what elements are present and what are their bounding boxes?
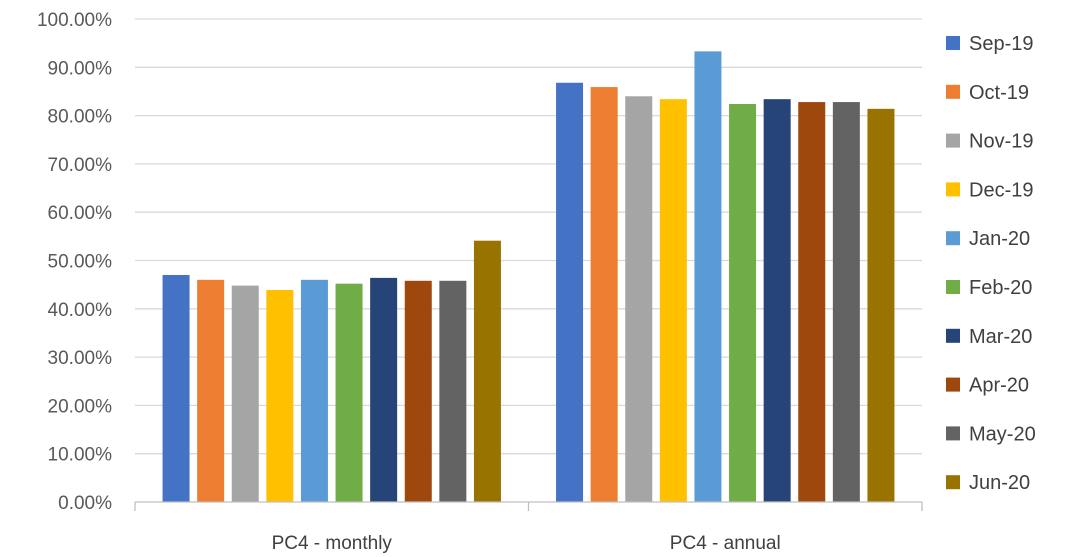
bar-oct-19	[590, 87, 618, 502]
legend-swatch	[946, 377, 960, 392]
legend-swatch	[946, 475, 960, 490]
bars	[162, 51, 895, 503]
y-tick-label: 80.00%	[48, 107, 113, 128]
bar-apr-20	[404, 280, 432, 502]
bar-jun-20	[473, 240, 501, 502]
legend-swatch	[946, 182, 960, 197]
legend-label: Feb-20	[969, 277, 1032, 299]
legend-swatch	[946, 328, 960, 343]
bar-dec-19	[266, 289, 294, 502]
bar-oct-19	[197, 279, 225, 502]
legend-swatch	[946, 84, 960, 99]
legend: Sep-19 Oct-19 Nov-19 Dec-19 Jan-20 Feb-20 Mar-…	[946, 33, 1036, 494]
legend-label: Apr-20	[969, 375, 1029, 397]
bar-may-20	[832, 102, 860, 503]
legend-swatch	[946, 231, 960, 246]
bar-apr-20	[798, 102, 826, 503]
bar-jan-20	[694, 51, 722, 503]
y-tick-label: 30.00%	[48, 348, 113, 369]
legend-label: May-20	[969, 423, 1036, 445]
bar-mar-20	[370, 277, 398, 502]
legend-label: Nov-19	[969, 131, 1033, 153]
y-tick-label: 20.00%	[48, 396, 113, 417]
legend-swatch	[946, 133, 960, 148]
x-category-label: PC4 - monthly	[272, 533, 393, 554]
legend-label: Mar-20	[969, 326, 1032, 348]
legend-label: Jun-20	[969, 472, 1030, 494]
legend-swatch	[946, 36, 960, 50]
bar-mar-20	[763, 99, 791, 502]
bar-nov-19	[625, 96, 653, 502]
legend-label: Oct-19	[969, 82, 1029, 104]
bar-sep-19	[162, 274, 190, 502]
legend-swatch	[946, 280, 960, 294]
bar-may-20	[439, 280, 467, 502]
y-tick-label: 50.00%	[48, 252, 113, 273]
y-tick-label: 60.00%	[48, 203, 113, 224]
legend-swatch	[946, 426, 960, 441]
gridlines	[135, 18, 922, 455]
legend-label: Dec-19	[969, 179, 1033, 201]
bar-feb-20	[729, 104, 757, 503]
legend-label: Sep-19	[969, 33, 1034, 55]
y-tick-label: 90.00%	[48, 58, 113, 79]
y-axis-labels: 0.00% 10.00% 20.00% 30.00% 40.00% 50.00% 60.00…	[37, 10, 112, 514]
bar-feb-20	[335, 283, 363, 502]
x-axis: PC4 - monthly PC4 - annual	[134, 501, 923, 554]
bar-sep-19	[556, 82, 584, 503]
bar-jun-20	[867, 108, 895, 502]
bar-jan-20	[300, 279, 328, 502]
legend-label: Jan-20	[969, 228, 1030, 250]
y-tick-label: 40.00%	[48, 300, 113, 321]
y-tick-label: 100.00%	[37, 10, 112, 31]
bar-nov-19	[231, 285, 259, 502]
bar-dec-19	[659, 99, 687, 502]
y-tick-label: 0.00%	[58, 493, 112, 514]
x-category-label: PC4 - annual	[670, 533, 781, 554]
y-tick-label: 10.00%	[48, 445, 113, 466]
y-tick-label: 70.00%	[48, 155, 113, 176]
